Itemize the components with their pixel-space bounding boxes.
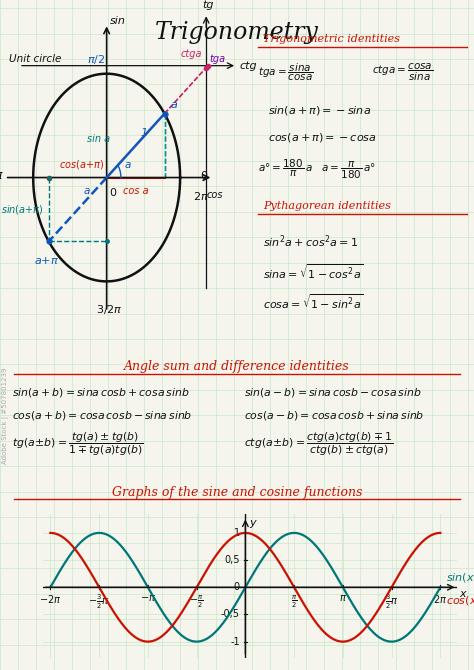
Text: $-\frac{\pi}{2}$: $-\frac{\pi}{2}$ (190, 593, 204, 610)
Text: Unit circle: Unit circle (9, 54, 62, 64)
Text: $a°=\dfrac{180}{\pi}\,a\quad a=\dfrac{\pi}{180}\,a°$: $a°=\dfrac{180}{\pi}\,a\quad a=\dfrac{\p… (258, 157, 376, 181)
Text: $cos(a-b)=cosa\,cosb+sina\,sinb$: $cos(a-b)=cosa\,cosb+sina\,sinb$ (244, 409, 424, 421)
Text: Pythagorean identities: Pythagorean identities (263, 201, 391, 211)
Text: $ctga=\dfrac{cosa}{sina}$: $ctga=\dfrac{cosa}{sina}$ (372, 62, 433, 83)
Text: $cosa=\sqrt{1-sin^2a}$: $cosa=\sqrt{1-sin^2a}$ (263, 292, 363, 311)
Text: y: y (249, 518, 256, 528)
Text: Trigonometric identities: Trigonometric identities (263, 34, 400, 44)
Text: $cos(a+\pi)=-cosa$: $cos(a+\pi)=-cosa$ (268, 131, 376, 143)
Text: $a{+}\pi$: $a{+}\pi$ (34, 255, 59, 266)
Text: 0: 0 (109, 188, 116, 198)
Text: tg: tg (202, 0, 213, 10)
Text: Trigonometry: Trigonometry (155, 21, 319, 44)
Text: 0: 0 (201, 171, 207, 180)
Text: ctga: ctga (180, 49, 202, 59)
Text: $sina=\sqrt{1-cos^2a}$: $sina=\sqrt{1-cos^2a}$ (263, 263, 363, 281)
Text: $sin^2a+cos^2a=1$: $sin^2a+cos^2a=1$ (263, 233, 358, 250)
Text: $\frac{\pi}{2}$: $\frac{\pi}{2}$ (291, 593, 297, 610)
Text: $sin(a{+}\pi)$: $sin(a{+}\pi)$ (1, 203, 44, 216)
Text: $-\frac{3}{2}\pi$: $-\frac{3}{2}\pi$ (88, 593, 110, 611)
Text: tga: tga (210, 54, 226, 64)
Text: 0: 0 (234, 582, 240, 592)
Text: $cos(a+b)=cosa\,cosb-sina\,sinb$: $cos(a+b)=cosa\,cosb-sina\,sinb$ (12, 409, 192, 421)
Text: Angle sum and difference identities: Angle sum and difference identities (124, 360, 350, 373)
Text: sin: sin (109, 17, 125, 26)
Text: cos a: cos a (123, 186, 148, 196)
Text: ctg: ctg (239, 61, 257, 70)
Text: $2\pi$: $2\pi$ (193, 190, 210, 202)
Text: $\pi$: $\pi$ (0, 169, 4, 182)
Text: 1: 1 (140, 127, 147, 137)
Text: a: a (83, 186, 90, 196)
Text: Adobe Stock | #507801239: Adobe Stock | #507801239 (2, 367, 9, 464)
Text: $-2\pi$: $-2\pi$ (39, 593, 62, 605)
Text: $sin(a+\pi)=-sina$: $sin(a+\pi)=-sina$ (268, 104, 371, 117)
Text: Graphs of the sine and cosine functions: Graphs of the sine and cosine functions (112, 486, 362, 498)
Text: $tga=\dfrac{sina}{cosa}$: $tga=\dfrac{sina}{cosa}$ (258, 62, 314, 83)
Text: cos: cos (206, 190, 223, 200)
Text: $sin(x)$: $sin(x)$ (446, 571, 474, 584)
Text: $3/2\pi$: $3/2\pi$ (96, 303, 122, 316)
Text: $cos(a{+}\pi)$: $cos(a{+}\pi)$ (59, 158, 104, 171)
Text: $sin(a-b)=sina\,cosb-cosa\,sinb$: $sin(a-b)=sina\,cosb-cosa\,sinb$ (244, 386, 422, 399)
Text: $2\pi$: $2\pi$ (433, 593, 447, 605)
Text: $\pi$: $\pi$ (339, 593, 347, 603)
Text: -0,5: -0,5 (221, 610, 240, 620)
Text: $\frac{3}{2}\pi$: $\frac{3}{2}\pi$ (385, 593, 398, 611)
Text: 0,5: 0,5 (224, 555, 240, 565)
Text: sin a: sin a (87, 134, 110, 144)
Text: x: x (459, 589, 465, 599)
Text: $-\pi$: $-\pi$ (140, 593, 156, 603)
Text: a: a (170, 100, 177, 111)
Text: -1: -1 (230, 636, 240, 647)
Text: $cos(x)$: $cos(x)$ (446, 594, 474, 608)
Text: $\pi/2$: $\pi/2$ (87, 53, 105, 66)
Text: $sin(a+b)=sina\,cosb+cosa\,sinb$: $sin(a+b)=sina\,cosb+cosa\,sinb$ (12, 386, 190, 399)
Text: a: a (125, 159, 131, 170)
Text: $tg(a\!\pm\!b)=\dfrac{tg(a)\pm tg(b)}{1\mp tg(a)tg(b)}$: $tg(a\!\pm\!b)=\dfrac{tg(a)\pm tg(b)}{1\… (12, 431, 143, 458)
Text: $ctg(a\!\pm\!b)=\dfrac{ctg(a)ctg(b)\mp 1}{ctg(b)\pm ctg(a)}$: $ctg(a\!\pm\!b)=\dfrac{ctg(a)ctg(b)\mp 1… (244, 431, 393, 458)
Text: 1: 1 (234, 528, 240, 538)
